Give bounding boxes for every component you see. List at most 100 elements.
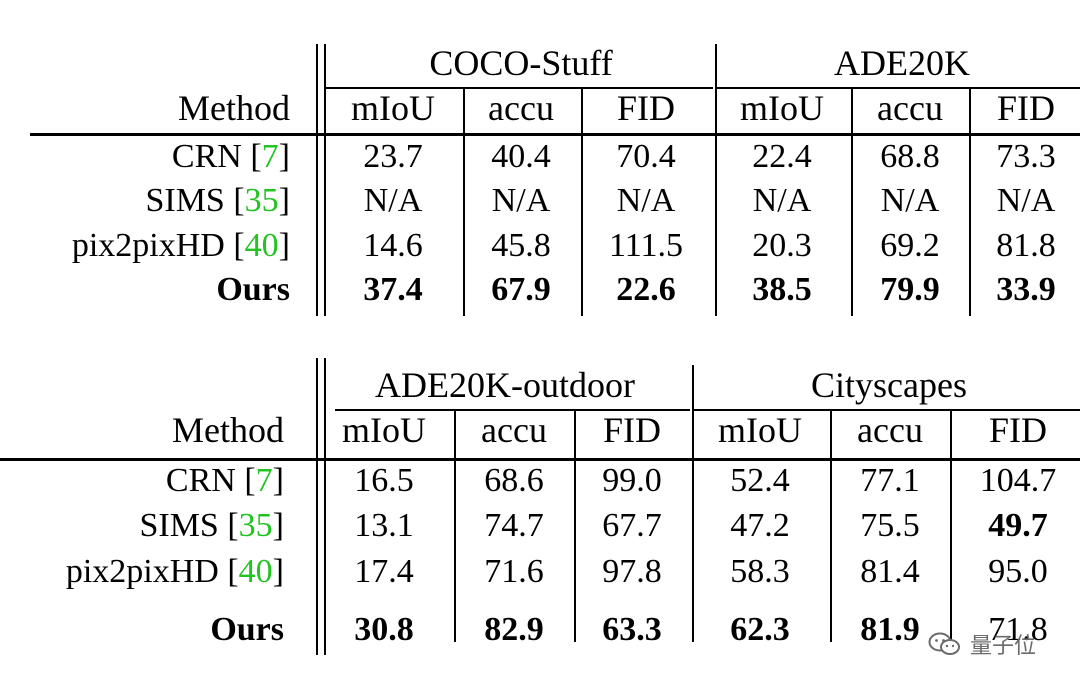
citation-link[interactable]: 7	[255, 462, 273, 499]
watermark-text: 量子位	[970, 634, 1037, 659]
method-separator	[316, 358, 318, 655]
method-label: Ours	[210, 611, 284, 648]
table-cell: 63.3	[602, 611, 662, 648]
metric-header: FID	[988, 410, 1048, 450]
table-cell: 68.8	[880, 138, 940, 175]
column-separator	[692, 365, 694, 642]
method-name: SIMS [35]	[145, 182, 290, 219]
table-cell: 75.5	[860, 507, 920, 544]
method-header: Method	[178, 88, 290, 128]
header-rule	[0, 458, 1080, 461]
table-cell: 71.8	[988, 611, 1048, 648]
table-cell: 16.5	[354, 462, 414, 499]
citation-link[interactable]: 7	[261, 138, 279, 175]
table-cell: 99.0	[602, 462, 662, 499]
table-cell: 38.5	[752, 271, 812, 308]
column-separator	[851, 88, 853, 316]
method-label: SIMS	[139, 507, 219, 544]
table-cell: N/A	[616, 182, 676, 219]
metric-header: accu	[488, 88, 554, 128]
table-cell: 49.7	[988, 507, 1048, 544]
method-name: CRN [7]	[171, 138, 290, 175]
metric-header: FID	[602, 410, 662, 450]
dataset-underline	[325, 87, 713, 89]
table-cell: N/A	[880, 182, 940, 219]
table-cell: 67.7	[602, 507, 662, 544]
table-cell: 67.9	[491, 271, 551, 308]
table-cell: 58.3	[730, 553, 790, 590]
method-label: SIMS	[145, 182, 225, 219]
citation-link[interactable]: 35	[244, 182, 279, 219]
table-cell: N/A	[996, 182, 1056, 219]
citation-link[interactable]: 35	[238, 507, 273, 544]
table-cell: 81.9	[860, 611, 920, 648]
citation-link[interactable]: 40	[238, 553, 273, 590]
metric-header: accu	[857, 410, 923, 450]
column-separator	[574, 410, 576, 642]
table-cell: 69.2	[880, 227, 940, 264]
method-separator	[324, 358, 326, 655]
method-name: pix2pixHD [40]	[71, 227, 290, 264]
table-cell: N/A	[491, 182, 551, 219]
metric-header: mIoU	[342, 410, 426, 450]
column-separator	[463, 88, 465, 316]
table-cell: N/A	[363, 182, 423, 219]
table-cell: 111.5	[609, 227, 683, 264]
table-cell: 45.8	[491, 227, 551, 264]
dataset-underline	[717, 87, 1080, 89]
metric-header: mIoU	[718, 410, 802, 450]
column-separator	[830, 410, 832, 642]
table-cell: 37.4	[363, 271, 423, 308]
table-cell: 79.9	[880, 271, 940, 308]
dataset-header: COCO-Stuff	[429, 43, 613, 83]
table-cell: 81.8	[996, 227, 1056, 264]
metric-header: mIoU	[740, 88, 824, 128]
table-cell: 73.3	[996, 138, 1056, 175]
method-name: SIMS [35]	[139, 507, 284, 544]
table-cell: 68.6	[484, 462, 544, 499]
column-separator	[581, 88, 583, 316]
table-cell: 40.4	[491, 138, 551, 175]
column-separator	[454, 410, 456, 642]
table-cell: 23.7	[363, 138, 423, 175]
metric-header: accu	[481, 410, 547, 450]
dataset-underline	[335, 409, 690, 411]
method-name: Ours	[216, 273, 290, 307]
table-cell: 52.4	[730, 462, 790, 499]
method-name: Ours	[210, 613, 284, 647]
table-cell: 81.4	[860, 553, 920, 590]
table-cell: 22.6	[616, 271, 676, 308]
table-cell: 30.8	[354, 611, 414, 648]
citation-link[interactable]: 40	[244, 227, 279, 264]
dataset-header: ADE20K-outdoor	[375, 365, 635, 405]
table-cell: 71.6	[484, 553, 544, 590]
method-label: CRN	[165, 462, 236, 499]
table-cell: 20.3	[752, 227, 812, 264]
table-cell: 33.9	[996, 271, 1056, 308]
column-separator	[715, 44, 717, 316]
method-name: pix2pixHD [40]	[65, 553, 284, 590]
method-name: CRN [7]	[165, 462, 284, 499]
table-cell: 17.4	[354, 553, 414, 590]
table-cell: N/A	[752, 182, 812, 219]
table-cell: 97.8	[602, 553, 662, 590]
wechat-icon	[928, 632, 960, 655]
table-cell: 95.0	[988, 553, 1048, 590]
dataset-header: ADE20K	[834, 43, 970, 83]
metric-header: FID	[616, 88, 676, 128]
method-label: pix2pixHD	[65, 553, 219, 590]
table-cell: 62.3	[730, 611, 790, 648]
column-separator	[950, 410, 952, 642]
method-header: Method	[172, 410, 284, 450]
table-cell: 14.6	[363, 227, 423, 264]
method-separator	[316, 44, 318, 316]
dataset-underline	[694, 409, 1080, 411]
method-separator	[324, 44, 326, 316]
metric-header: FID	[996, 88, 1056, 128]
table-cell: 22.4	[752, 138, 812, 175]
table-cell: 13.1	[354, 507, 414, 544]
table-cell: 77.1	[860, 462, 920, 499]
table-cell: 70.4	[616, 138, 676, 175]
table-cell: 74.7	[484, 507, 544, 544]
method-label: CRN	[171, 138, 242, 175]
